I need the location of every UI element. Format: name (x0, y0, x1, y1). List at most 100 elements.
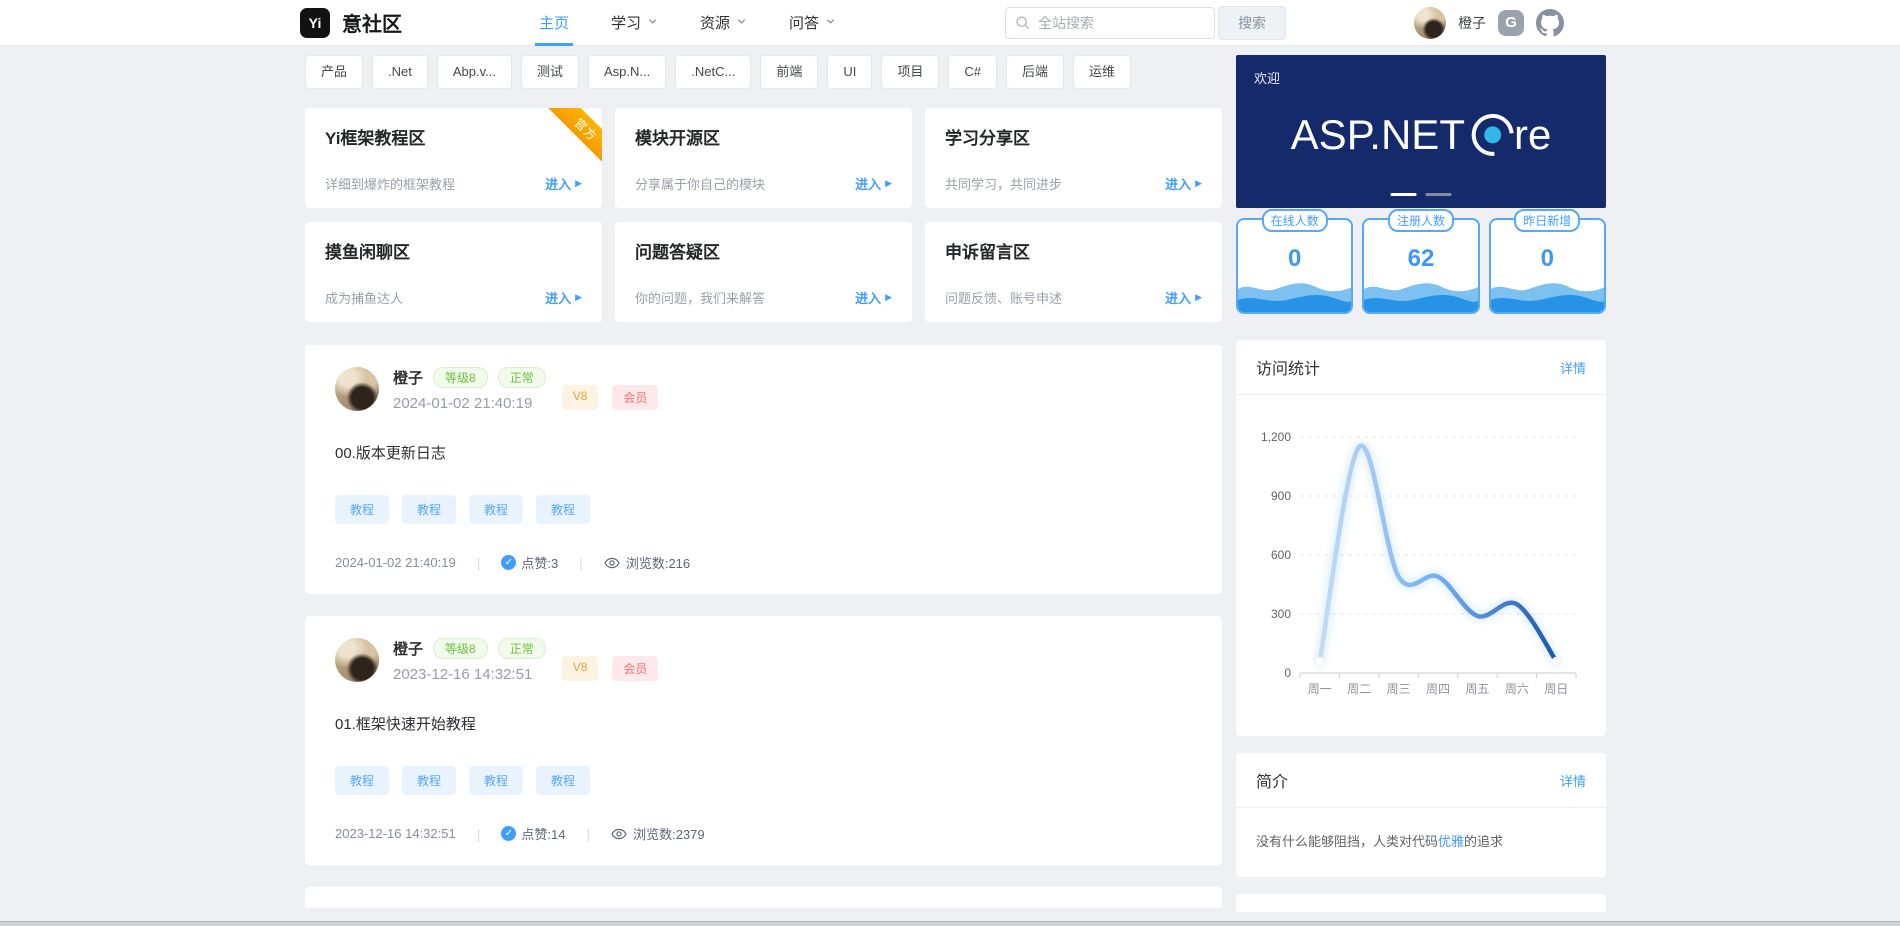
post-tag[interactable]: 教程 (335, 495, 390, 524)
enter-link-label: 进入 (1165, 177, 1192, 192)
views-label: 浏览数:216 (625, 556, 691, 571)
post-author-avatar[interactable] (335, 367, 379, 411)
stat-label: 注册人数 (1387, 209, 1454, 232)
user-name[interactable]: 橙子 (1458, 14, 1487, 31)
enter-caret-icon: ▶ (885, 292, 892, 302)
post-author-avatar[interactable] (335, 638, 379, 682)
forum-section-card[interactable]: 摸鱼闲聊区 成为捕鱼达人 进入 ▶ (305, 222, 602, 322)
category-tag[interactable]: 产品 (305, 55, 364, 89)
stat-value: 0 (1287, 245, 1302, 272)
enter-link-label: 进入 (545, 291, 572, 306)
site-logo-icon[interactable]: Yi (300, 7, 330, 38)
enter-link[interactable]: 进入 ▶ (1165, 288, 1202, 307)
eye-icon (611, 826, 627, 842)
search-wrap (1005, 6, 1216, 39)
nav-item[interactable]: 资源 (679, 0, 768, 46)
intro-text-before: 没有什么能够阻挡，人类对代码 (1256, 834, 1439, 849)
category-tag[interactable]: 后端 (1005, 55, 1064, 89)
post-author-name[interactable]: 橙子 (393, 641, 424, 658)
nav-item[interactable]: 主页 (518, 0, 590, 46)
post-tag[interactable]: 教程 (536, 766, 591, 795)
forum-section-card[interactable]: 官方 Yi框架教程区 详细到爆炸的框架教程 进入 ▶ (305, 108, 602, 208)
enter-link[interactable]: 进入 ▶ (545, 174, 582, 193)
nav-item-label: 资源 (700, 15, 731, 32)
category-tag[interactable]: .NetC... (675, 55, 752, 89)
like-check-icon: ✓ (501, 555, 517, 570)
intro-panel: 简介 详情 没有什么能够阻挡，人类对代码优雅的追求 (1236, 753, 1606, 877)
visit-stats-detail-link[interactable]: 详情 (1559, 360, 1586, 376)
enter-link-label: 进入 (545, 177, 572, 192)
category-tag[interactable]: 运维 (1073, 55, 1132, 89)
aspnet-core-logo: ASP.NET re (1291, 104, 1551, 164)
svg-text:周五: 周五 (1465, 682, 1489, 696)
post-title[interactable]: 00.版本更新日志 (335, 445, 446, 462)
post-header: 橙子 等级8 正常 2023-12-16 14:32:51 V8 会员 (335, 638, 1192, 683)
post-author-name[interactable]: 橙子 (393, 370, 424, 387)
github-icon[interactable] (1536, 8, 1565, 37)
forum-section-card[interactable]: 模块开源区 分享属于你自己的模块 进入 ▶ (615, 108, 912, 208)
intro-text-link[interactable]: 优雅 (1438, 834, 1465, 849)
nav-item[interactable]: 学习 (590, 0, 679, 46)
forum-section-card[interactable]: 申诉留言区 问题反馈、账号申述 进入 ▶ (925, 222, 1222, 322)
svg-text:周四: 周四 (1426, 682, 1450, 696)
gitee-icon[interactable]: G (1498, 9, 1525, 36)
intro-detail-link[interactable]: 详情 (1559, 773, 1586, 789)
enter-link[interactable]: 进入 ▶ (545, 288, 582, 307)
stat-value: 0 (1540, 245, 1554, 272)
member-badge: 会员 (612, 656, 659, 681)
search-input[interactable] (1005, 6, 1216, 39)
forum-section-card[interactable]: 学习分享区 共同学习，共同进步 进入 ▶ (925, 108, 1222, 208)
footer-separator: | (579, 554, 583, 571)
status-badge: 正常 (497, 367, 546, 388)
post-tag[interactable]: 教程 (536, 495, 591, 524)
site-name[interactable]: 意社区 (342, 14, 402, 36)
section-description: 详细到爆炸的框架教程 (325, 177, 456, 192)
enter-link[interactable]: 进入 ▶ (855, 174, 892, 193)
chevron-down-icon (825, 14, 836, 31)
post-title[interactable]: 01.框架快速开始教程 (335, 716, 476, 733)
search-button[interactable]: 搜索 (1218, 5, 1287, 40)
post-tag[interactable]: 教程 (402, 495, 457, 524)
category-tag[interactable]: 测试 (520, 55, 579, 89)
category-tag[interactable]: Abp.v... (436, 55, 512, 89)
svg-text:1,200: 1,200 (1261, 430, 1291, 444)
enter-link[interactable]: 进入 ▶ (855, 288, 892, 307)
page-container: 产品 .Net Abp.v... 测试 Asp.N... .NetC... 前端… (0, 46, 1900, 912)
section-title: Yi框架教程区 (325, 129, 426, 148)
intro-text-after: 的追求 (1464, 834, 1504, 849)
post-tag[interactable]: 教程 (469, 495, 524, 524)
category-tag[interactable]: .Net (372, 55, 428, 89)
post-card[interactable]: 橙子 等级8 正常 2023-12-16 14:32:51 V8 会员 01.框… (305, 616, 1222, 865)
carousel-dot-active[interactable] (1390, 193, 1417, 196)
site-search: 搜索 (1005, 5, 1287, 40)
post-tag-list: 教程 教程 教程 教程 (335, 766, 1192, 795)
category-tag[interactable]: C# (948, 55, 997, 89)
user-avatar[interactable] (1414, 6, 1447, 39)
post-tag[interactable]: 教程 (402, 766, 457, 795)
category-tag-row: 产品 .Net Abp.v... 测试 Asp.N... .NetC... 前端… (305, 55, 1222, 89)
vip-badge: V8 (561, 656, 599, 681)
svg-text:周二: 周二 (1347, 682, 1371, 696)
forum-section-card[interactable]: 问题答疑区 你的问题，我们来解答 进入 ▶ (615, 222, 912, 322)
enter-link[interactable]: 进入 ▶ (1165, 174, 1202, 193)
enter-link-label: 进入 (855, 291, 882, 306)
top-header: Yi 意社区 主页 学习 资源 问答 (0, 0, 1900, 46)
category-tag[interactable]: 项目 (881, 55, 940, 89)
category-tag[interactable]: UI (827, 55, 873, 89)
category-tag[interactable]: 前端 (760, 55, 819, 89)
likes-label: 点赞:3 (521, 556, 559, 571)
section-description: 共同学习，共同进步 (945, 177, 1063, 192)
svg-text:600: 600 (1271, 548, 1291, 562)
svg-text:周六: 周六 (1505, 682, 1529, 696)
nav-item[interactable]: 问答 (768, 0, 857, 46)
next-post-card-partial (305, 887, 1222, 908)
welcome-banner[interactable]: 欢迎 ASP.NET re (1236, 55, 1606, 208)
carousel-indicators (1390, 193, 1452, 196)
post-footer-date: 2023-12-16 14:32:51 (335, 826, 456, 841)
post-card[interactable]: 橙子 等级8 正常 2024-01-02 21:40:19 V8 会员 00.版… (305, 345, 1222, 594)
visit-stats-title: 访问统计 (1256, 361, 1321, 378)
post-tag[interactable]: 教程 (335, 766, 390, 795)
category-tag[interactable]: Asp.N... (588, 55, 667, 89)
post-tag[interactable]: 教程 (469, 766, 524, 795)
carousel-dot[interactable] (1425, 193, 1452, 196)
